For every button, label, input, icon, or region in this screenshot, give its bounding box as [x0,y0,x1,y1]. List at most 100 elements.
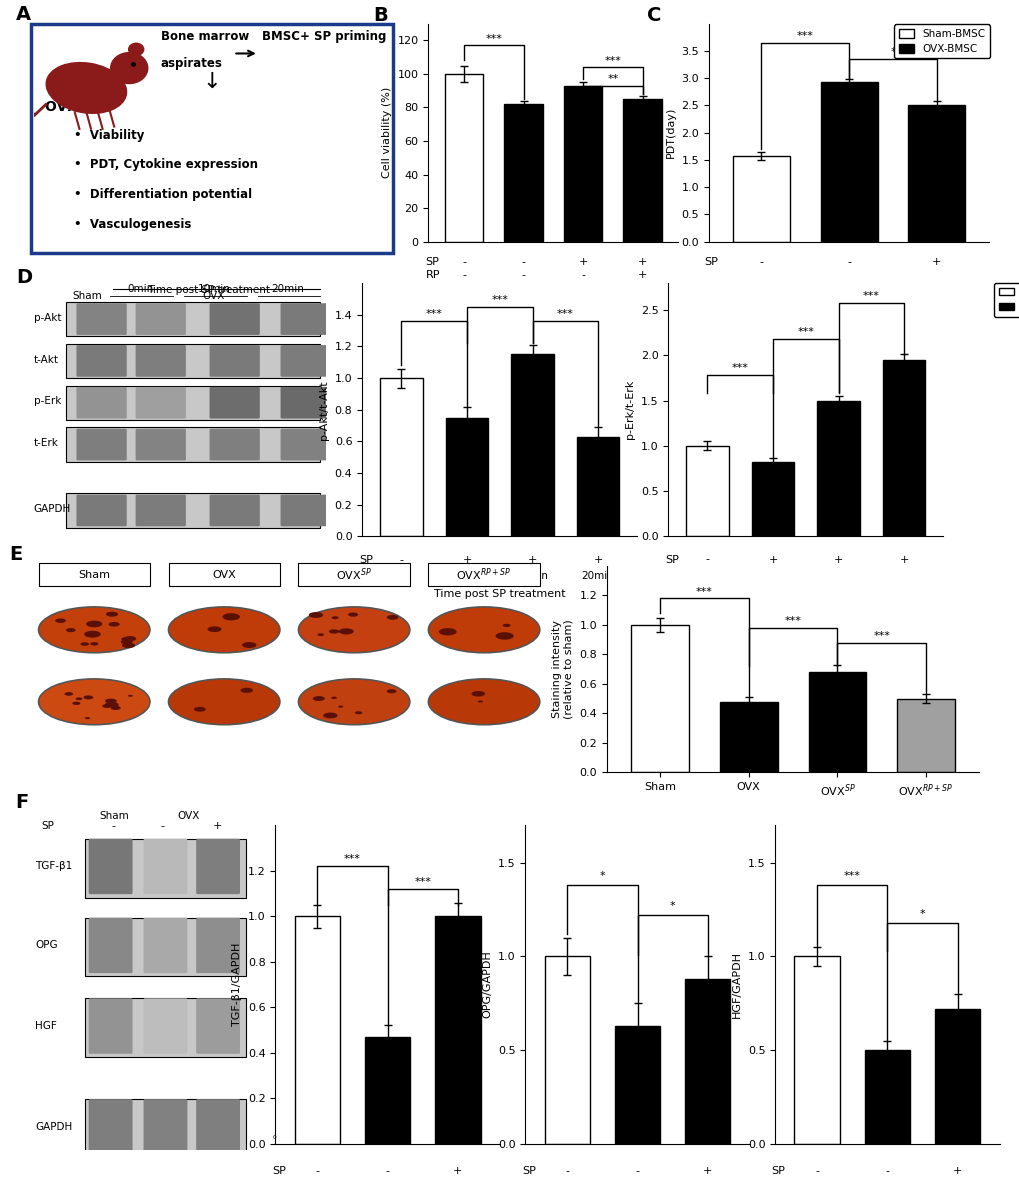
Bar [933,1009,979,1144]
Text: 0min: 0min [126,284,153,294]
Text: Time post SP treatment: Time post SP treatment [433,588,566,599]
Text: SP: SP [704,257,717,266]
FancyBboxPatch shape [144,838,187,894]
Circle shape [123,637,137,641]
Text: -: - [884,1166,889,1177]
Text: +: + [578,257,587,266]
FancyBboxPatch shape [89,917,132,973]
Circle shape [110,706,120,710]
Circle shape [66,628,75,632]
FancyBboxPatch shape [86,917,246,976]
Bar [864,1050,909,1144]
FancyBboxPatch shape [144,999,187,1054]
Text: ***: *** [784,617,801,626]
Text: SP: SP [42,821,54,831]
Text: +: + [212,821,221,831]
Y-axis label: p-Akt/t-Akt: p-Akt/t-Akt [319,380,329,440]
Text: t-Erk: t-Erk [34,439,58,448]
Circle shape [55,619,66,623]
Legend: Sham-BMSC, OVX-BMSC: Sham-BMSC, OVX-BMSC [994,283,1019,317]
Circle shape [313,696,324,702]
Circle shape [299,607,410,653]
Circle shape [168,607,279,653]
Text: E: E [9,545,22,564]
Bar [614,1026,659,1144]
FancyBboxPatch shape [66,428,320,462]
Text: *: * [669,902,675,911]
Bar [380,378,422,536]
FancyBboxPatch shape [136,495,185,526]
Text: ***: *** [491,295,507,305]
Text: -: - [112,821,116,831]
Circle shape [39,607,150,653]
Circle shape [39,679,150,725]
Circle shape [84,631,101,638]
Text: OVX: OVX [177,810,200,821]
Text: -: - [565,1166,569,1177]
Text: aspirates: aspirates [161,58,222,71]
Circle shape [331,697,336,699]
Bar [365,1036,410,1144]
Text: +: + [767,554,776,565]
Text: SP: SP [664,554,678,565]
Text: -: - [399,554,404,565]
Text: 0min: 0min [759,571,786,581]
Circle shape [81,643,89,646]
Circle shape [428,679,539,725]
Text: ***: *** [695,587,712,597]
FancyBboxPatch shape [280,429,330,460]
Legend: Sham-BMSC, OVX-BMSC: Sham-BMSC, OVX-BMSC [894,25,988,59]
FancyBboxPatch shape [89,999,132,1054]
Circle shape [128,694,132,697]
Circle shape [242,643,257,648]
Bar [503,104,542,242]
FancyBboxPatch shape [66,302,320,336]
Text: 10min: 10min [516,572,548,581]
Text: +: + [931,257,941,266]
Text: *: * [890,47,895,58]
Circle shape [64,692,73,696]
Y-axis label: Cell viability (%): Cell viability (%) [382,87,391,178]
Text: *: * [919,909,924,918]
FancyBboxPatch shape [299,564,410,586]
FancyBboxPatch shape [39,564,150,586]
Bar [808,672,865,772]
Text: -: - [847,257,850,266]
Text: ***: *** [872,631,890,641]
Circle shape [84,696,93,699]
Circle shape [299,679,410,725]
Bar [908,105,964,242]
Circle shape [428,607,539,653]
Bar [684,979,730,1144]
Y-axis label: p-Erk/t-Erk: p-Erk/t-Erk [625,380,635,440]
Text: +: + [637,270,647,281]
Text: GAPDH: GAPDH [34,505,70,514]
Bar [794,956,840,1144]
Text: OVX$^{RP+SP}$: OVX$^{RP+SP}$ [455,567,512,584]
Text: -: - [635,1166,639,1177]
Text: -: - [462,257,466,266]
Circle shape [355,711,362,714]
Circle shape [90,643,99,646]
Y-axis label: HGF/GAPDH: HGF/GAPDH [732,951,742,1017]
Text: ***: *** [414,877,431,887]
Text: GAPDH: GAPDH [35,1122,72,1132]
Text: **: ** [606,74,618,84]
Text: •  Vasculogenesis: • Vasculogenesis [74,218,192,231]
Text: +: + [593,554,602,565]
Circle shape [108,623,119,626]
Text: -: - [521,257,525,266]
Bar [751,462,794,536]
FancyBboxPatch shape [66,493,320,527]
Text: -: - [462,270,466,281]
Text: A: A [16,5,32,25]
Text: -: - [705,554,709,565]
Circle shape [331,617,338,619]
FancyBboxPatch shape [31,24,392,253]
FancyBboxPatch shape [136,429,185,460]
Text: -: - [521,270,525,281]
Text: B: B [373,6,388,25]
Text: p-Akt: p-Akt [34,312,61,323]
Text: +: + [637,257,647,266]
Text: Bone marrow: Bone marrow [161,29,249,42]
